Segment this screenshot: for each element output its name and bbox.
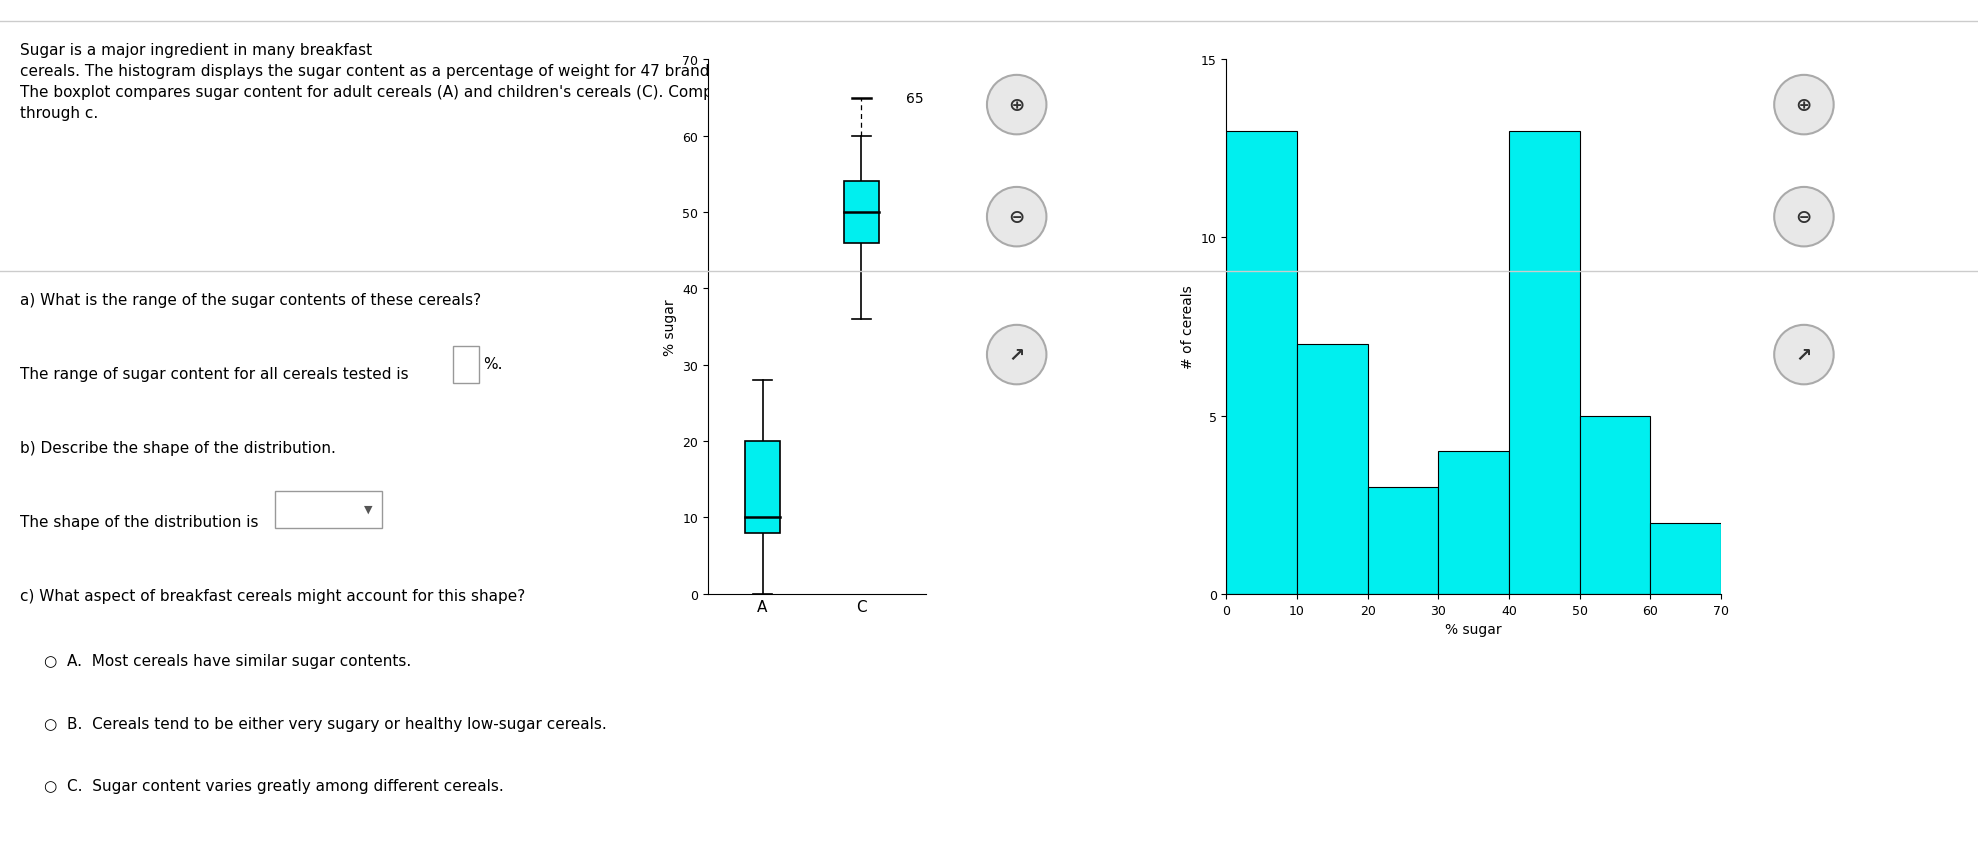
Text: ⊖: ⊖ — [1796, 208, 1812, 227]
Text: ↗: ↗ — [1796, 345, 1812, 365]
Bar — [1298, 345, 1367, 594]
Y-axis label: # of cereals: # of cereals — [1181, 285, 1195, 369]
Circle shape — [1774, 76, 1834, 135]
Circle shape — [987, 188, 1046, 247]
Text: 65: 65 — [906, 91, 924, 105]
Text: ⊕: ⊕ — [1796, 96, 1812, 115]
Bar — [1226, 132, 1298, 594]
Bar — [1367, 487, 1438, 594]
Text: The range of sugar content for all cereals tested is: The range of sugar content for all cerea… — [20, 367, 407, 381]
Circle shape — [1774, 325, 1834, 385]
Circle shape — [987, 76, 1046, 135]
Text: ↗: ↗ — [1009, 345, 1025, 365]
Circle shape — [987, 325, 1046, 385]
Y-axis label: % sugar: % sugar — [663, 299, 676, 356]
Text: Sugar is a major ingredient in many breakfast
cereals. The histogram displays th: Sugar is a major ingredient in many brea… — [20, 43, 801, 121]
Text: b) Describe the shape of the distribution.: b) Describe the shape of the distributio… — [20, 440, 336, 455]
Bar — [1509, 132, 1580, 594]
Bar — [746, 442, 779, 533]
Bar — [1438, 452, 1509, 594]
Text: ○  C.  Sugar content varies greatly among different cereals.: ○ C. Sugar content varies greatly among … — [44, 778, 502, 794]
Text: ⊕: ⊕ — [1009, 96, 1025, 115]
FancyBboxPatch shape — [275, 492, 382, 529]
Text: %.: %. — [483, 356, 502, 371]
Bar — [1580, 416, 1650, 594]
Bar — [845, 183, 878, 244]
Bar — [1650, 523, 1721, 594]
Text: ▼: ▼ — [364, 504, 372, 514]
X-axis label: % sugar: % sugar — [1446, 623, 1501, 636]
Text: The shape of the distribution is: The shape of the distribution is — [20, 514, 259, 530]
Text: ○  B.  Cereals tend to be either very sugary or healthy low-sugar cereals.: ○ B. Cereals tend to be either very suga… — [44, 715, 607, 731]
FancyBboxPatch shape — [453, 346, 479, 383]
Text: ○  A.  Most cereals have similar sugar contents.: ○ A. Most cereals have similar sugar con… — [44, 653, 411, 668]
Circle shape — [1774, 188, 1834, 247]
Text: ⊖: ⊖ — [1009, 208, 1025, 227]
Text: a) What is the range of the sugar contents of these cereals?: a) What is the range of the sugar conten… — [20, 293, 481, 307]
Text: c) What aspect of breakfast cereals might account for this shape?: c) What aspect of breakfast cereals migh… — [20, 588, 524, 603]
